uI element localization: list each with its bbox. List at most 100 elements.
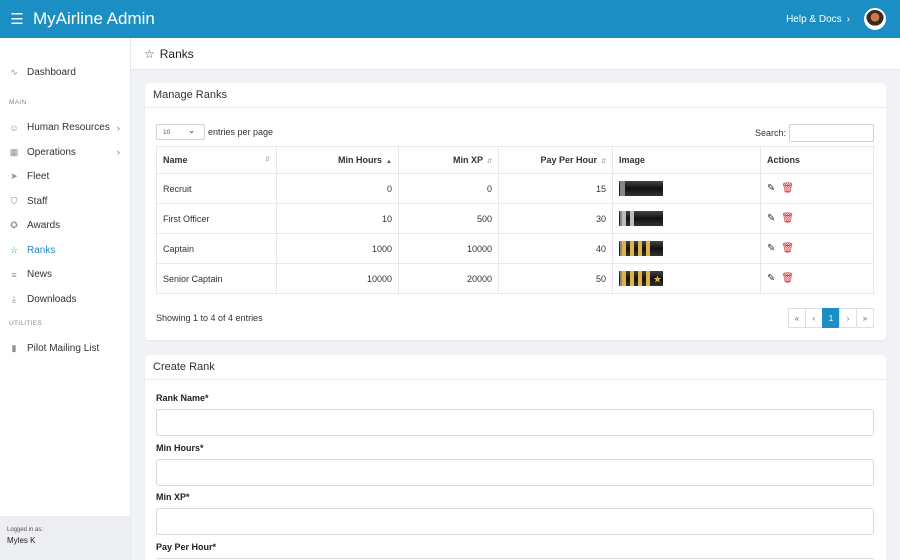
sort-asc-icon: ▲: [386, 159, 392, 165]
min-hours-group: Min Hours*: [156, 443, 874, 486]
min-hours-cell: 0: [276, 173, 399, 204]
sidebar-item-label: Staff: [27, 195, 48, 207]
rank-insignia-image: [619, 211, 663, 226]
column-label: Min XP: [452, 155, 483, 165]
sidebar-section-utilities: UTILITIES: [9, 320, 43, 327]
sidebar: ∿ Dashboard MAIN ☺ Human Resources › ▦ Operat…: [0, 38, 131, 560]
ranks-table: Name ⇵ Min Hours ▲ Min XP ⇵ Pay Per Hour ⇵ I…: [156, 146, 874, 294]
rank-name-cell: First Officer: [156, 203, 277, 234]
sidebar-item-fleet[interactable]: ➤ Fleet: [0, 165, 130, 190]
min-hours-cell: 10000: [276, 263, 399, 294]
sidebar-item-label: Awards: [27, 220, 61, 232]
previous-page-button[interactable]: ‹: [805, 308, 823, 328]
rank-name-cell: Recruit: [156, 173, 277, 204]
image-cell: [612, 173, 761, 204]
pay-per-hour-group: Pay Per Hour*: [156, 542, 874, 560]
image-cell: [612, 203, 761, 234]
edit-icon[interactable]: ✎: [767, 213, 776, 224]
manage-ranks-card: Manage Ranks 10 ⌄ entries per page Searc…: [145, 83, 886, 340]
last-page-button[interactable]: »: [856, 308, 874, 328]
column-label: Name: [163, 155, 188, 165]
avatar[interactable]: [864, 8, 886, 30]
list-icon: ≡: [11, 269, 17, 280]
sidebar-item-dashboard[interactable]: ∿ Dashboard: [0, 60, 130, 85]
sidebar-item-label: Fleet: [27, 171, 50, 183]
page-size-control: 10 ⌄ entries per page: [156, 124, 273, 140]
table-row: Captain 1000 10000 40 ✎ 🗑: [156, 233, 874, 264]
row-actions: ✎ 🗑: [767, 183, 794, 194]
column-header-min-hours[interactable]: Min Hours ▲: [276, 146, 399, 174]
user-icon: ☺: [9, 122, 19, 133]
chevron-right-icon: ›: [846, 13, 850, 25]
sort-icon: ⇵: [264, 157, 270, 163]
min-hours-cell: 10: [276, 203, 399, 234]
sidebar-footer: Logged in as: Myles K: [0, 516, 130, 560]
create-rank-card: Create Rank Rank Name* Min Hours* Min XP…: [145, 355, 886, 560]
column-header-pay-per-hour[interactable]: Pay Per Hour ⇵: [498, 146, 613, 174]
shield-icon: ⛉: [10, 195, 18, 206]
grid-icon: ▦: [9, 146, 19, 157]
trash-icon[interactable]: 🗑: [781, 183, 795, 194]
rank-insignia-image: ★: [619, 271, 663, 286]
min-hours-field[interactable]: [156, 459, 874, 486]
page-size-value: 10: [163, 128, 171, 136]
actions-cell: ✎ 🗑: [760, 203, 874, 234]
sidebar-item-operations[interactable]: ▦ Operations ›: [0, 140, 130, 165]
svg-text:★: ★: [653, 275, 662, 286]
sidebar-item-news[interactable]: ≡ News: [0, 263, 130, 288]
trash-icon[interactable]: 🗑: [781, 243, 795, 254]
chevron-right-icon: ›: [117, 147, 120, 158]
edit-icon[interactable]: ✎: [767, 243, 776, 254]
sort-icon: ⇵: [600, 159, 606, 165]
star-icon: ☆: [9, 244, 19, 255]
min-xp-cell: 0: [398, 173, 499, 204]
sidebar-item-ranks[interactable]: ☆ Ranks: [0, 238, 130, 263]
help-docs-link[interactable]: Help & Docs ›: [786, 14, 850, 25]
app-title[interactable]: MyAirline Admin: [33, 9, 155, 28]
sidebar-section-main: MAIN: [9, 99, 27, 106]
page-1-button[interactable]: 1: [822, 308, 840, 328]
page-size-select[interactable]: 10 ⌄: [156, 124, 205, 140]
menu-icon[interactable]: ☰: [10, 11, 24, 28]
edit-icon[interactable]: ✎: [767, 273, 776, 284]
column-label: Min Hours: [338, 155, 383, 165]
column-header-actions: Actions: [760, 146, 874, 174]
rank-name-field[interactable]: [156, 409, 874, 436]
sidebar-item-label: Pilot Mailing List: [27, 343, 100, 355]
min-xp-field[interactable]: [156, 508, 874, 535]
rank-name-cell: Senior Captain: [156, 263, 277, 294]
pay-per-hour-cell: 40: [498, 233, 613, 264]
min-xp-group: Min XP*: [156, 492, 874, 535]
sidebar-item-awards[interactable]: ✪ Awards: [0, 214, 130, 239]
edit-icon[interactable]: ✎: [767, 183, 776, 194]
image-cell: [612, 233, 761, 264]
first-page-button[interactable]: «: [788, 308, 806, 328]
trash-icon[interactable]: 🗑: [781, 213, 795, 224]
help-docs-label: Help & Docs: [786, 13, 842, 25]
sidebar-item-label: Human Resources: [27, 122, 110, 134]
column-header-min-xp[interactable]: Min XP ⇵: [398, 146, 499, 174]
top-right: Help & Docs ›: [786, 8, 900, 30]
trash-icon[interactable]: 🗑: [781, 273, 795, 284]
min-xp-cell: 20000: [398, 263, 499, 294]
top-bar: ☰ MyAirline Admin Help & Docs ›: [0, 0, 900, 38]
next-page-button[interactable]: ›: [839, 308, 857, 328]
sidebar-item-downloads[interactable]: ⤓ Downloads: [0, 287, 130, 312]
pay-per-hour-cell: 50: [498, 263, 613, 294]
chevron-down-icon: ⌄: [188, 126, 195, 135]
create-rank-title: Create Rank: [145, 355, 886, 380]
table-row: First Officer 10 500 30 ✎ 🗑: [156, 203, 874, 234]
pay-per-hour-field[interactable]: [156, 558, 874, 560]
send-icon: ➤: [10, 171, 18, 182]
min-xp-cell: 500: [398, 203, 499, 234]
sidebar-item-human-resources[interactable]: ☺ Human Resources ›: [0, 116, 130, 141]
sidebar-item-label: News: [27, 269, 53, 281]
table-search: Search:: [755, 124, 874, 142]
sidebar-item-staff[interactable]: ⛉ Staff: [0, 189, 130, 214]
sidebar-item-label: Ranks: [27, 244, 56, 256]
bar-chart-icon: ▮: [11, 343, 17, 354]
sidebar-item-pilot-mailing-list[interactable]: ▮ Pilot Mailing List: [0, 337, 130, 362]
column-header-name[interactable]: Name ⇵: [156, 146, 277, 174]
search-input[interactable]: [789, 124, 874, 142]
table-header-row: Name ⇵ Min Hours ▲ Min XP ⇵ Pay Per Hour ⇵ I…: [156, 146, 874, 174]
